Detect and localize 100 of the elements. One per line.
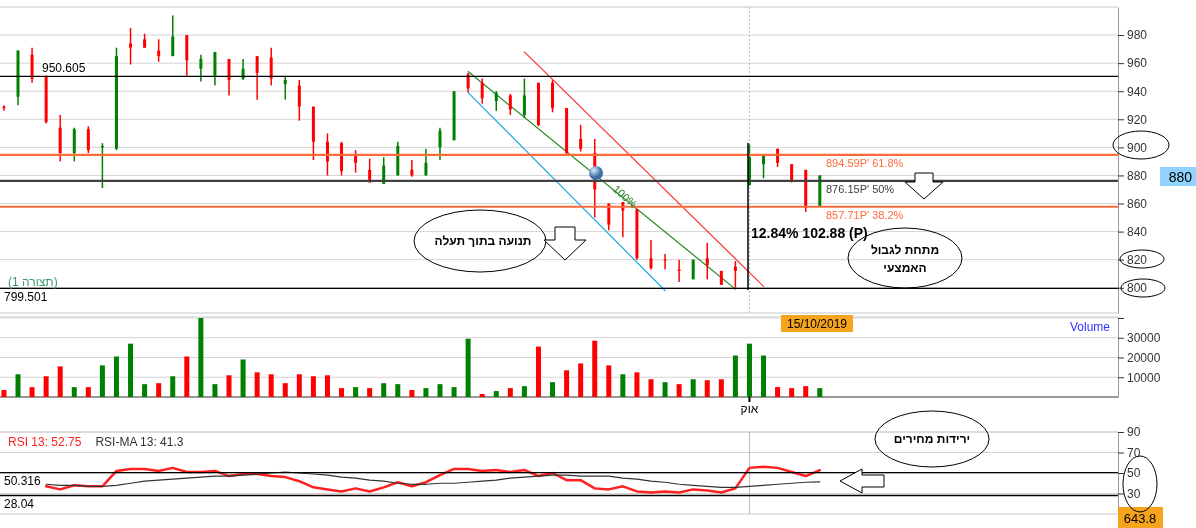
bar — [99, 365, 105, 397]
bar — [634, 372, 640, 397]
bar — [704, 380, 710, 397]
y-tick-label: 860 — [1127, 196, 1148, 211]
candlestick — [283, 75, 287, 101]
candlestick — [705, 242, 709, 281]
bar — [465, 338, 471, 397]
y-tick-label: 800 — [1127, 281, 1148, 296]
bar — [268, 374, 274, 397]
bar — [395, 384, 401, 397]
bar — [592, 340, 598, 397]
chart-title: Volume — [1069, 320, 1111, 334]
bar — [423, 388, 429, 397]
bar — [437, 384, 443, 397]
annotation: 15/10/2019 — [786, 317, 848, 331]
ref-line-label: 28.04 — [4, 497, 35, 512]
text: RSI 13: 52.75 — [8, 435, 82, 449]
candlestick — [733, 260, 737, 289]
bar — [353, 387, 359, 397]
y-tick-label: 980 — [1127, 28, 1148, 43]
y-tick-label: 820 — [1127, 253, 1148, 267]
y-tick-label: 840 — [1127, 224, 1148, 239]
candlestick — [129, 27, 133, 66]
bar — [43, 376, 49, 397]
candlestick — [579, 124, 583, 153]
y-tick-label: 30000 — [1127, 331, 1161, 346]
bar — [507, 388, 513, 397]
candlestick — [72, 126, 76, 163]
ref-line-label: 50.316 — [4, 474, 42, 489]
candlestick — [227, 58, 231, 97]
bar — [648, 379, 654, 397]
bar — [324, 375, 330, 397]
bar — [170, 376, 176, 397]
bar — [113, 356, 119, 397]
candlestick — [522, 77, 526, 119]
bar — [746, 343, 752, 397]
bar — [128, 343, 134, 397]
y-tick-label: 70 — [1127, 445, 1141, 460]
candlestick — [86, 125, 90, 154]
bar — [29, 387, 35, 397]
bar — [451, 387, 457, 397]
bar — [226, 375, 232, 397]
bar — [676, 384, 682, 397]
bar — [85, 387, 91, 397]
ref-line-label: 876.15P' 50% — [826, 183, 895, 196]
y-tick-label: 10000 — [1127, 370, 1161, 385]
bar — [409, 390, 415, 397]
bar — [535, 346, 541, 397]
candlestick — [480, 77, 484, 105]
bar — [493, 391, 499, 397]
candlestick — [649, 239, 653, 271]
bar — [817, 388, 823, 397]
candlestick — [508, 93, 512, 116]
bar — [718, 379, 724, 397]
y-tick-label: 940 — [1127, 84, 1148, 99]
annotation: (תצורה 1) — [8, 275, 58, 289]
candlestick — [663, 253, 667, 271]
candlestick — [297, 79, 301, 122]
bar — [339, 388, 345, 397]
bar — [1, 390, 7, 397]
bar — [690, 379, 696, 397]
candlestick — [494, 90, 498, 112]
bar — [282, 383, 288, 397]
annotation: תנועה בתוך תעלה — [434, 234, 532, 248]
bar — [789, 388, 795, 397]
candlestick — [213, 51, 217, 87]
bar — [803, 386, 809, 397]
candlestick — [241, 58, 245, 81]
bar — [662, 382, 668, 397]
y-tick-label: 920 — [1127, 112, 1148, 127]
candlestick — [255, 55, 259, 101]
text: 880 — [1168, 169, 1193, 185]
bar — [142, 384, 148, 397]
bar — [184, 356, 190, 397]
candlestick — [199, 53, 203, 83]
candlestick — [30, 46, 34, 84]
text: 643.8 — [1123, 511, 1157, 526]
bar — [156, 383, 162, 397]
bar — [775, 387, 781, 397]
bar — [620, 374, 626, 397]
bar — [521, 386, 527, 397]
candlestick — [171, 14, 175, 57]
bar — [15, 374, 21, 397]
ref-line-label: 950.605 — [42, 61, 86, 76]
candlestick — [438, 126, 442, 161]
y-tick-label: 50 — [1127, 466, 1141, 481]
bar — [296, 374, 302, 397]
ref-line-label: 857.71P' 38.2% — [826, 209, 904, 222]
ref-line-label: 799.501 — [4, 289, 48, 304]
text: RSI-MA 13: 41.3 — [95, 435, 184, 449]
bar — [479, 394, 485, 397]
y-tick-label: 880 — [1127, 168, 1148, 183]
bar — [198, 317, 204, 397]
ref-line-label: 894.59P' 61.8% — [826, 157, 904, 170]
bar — [578, 363, 584, 397]
annotation: מתחת לגבול האמצעי — [870, 243, 940, 275]
bar — [606, 365, 612, 397]
bar — [240, 359, 246, 397]
bar — [564, 370, 570, 397]
bar — [367, 388, 373, 397]
